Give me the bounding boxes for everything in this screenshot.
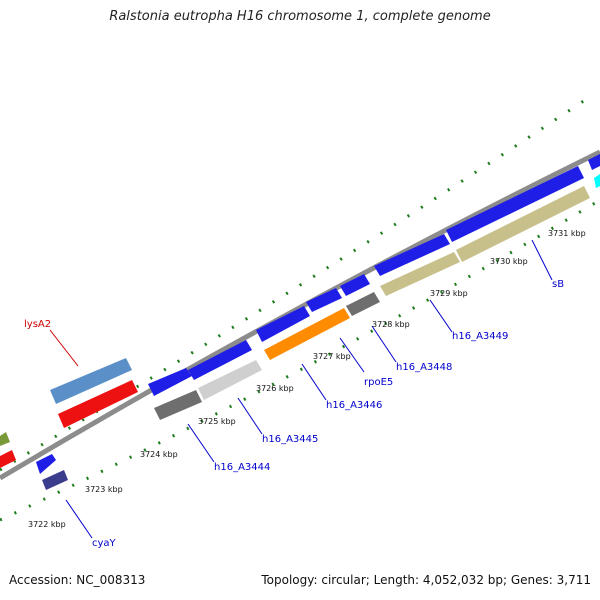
- genome-summary-text: Topology: circular; Length: 4,052,032 bp…: [261, 573, 591, 587]
- gene-block[interactable]: [380, 252, 460, 296]
- gene-label-h16-a3448[interactable]: h16_A3448: [396, 362, 452, 373]
- gene-arrow[interactable]: [306, 288, 342, 312]
- gene-block[interactable]: [50, 358, 132, 404]
- gene-block[interactable]: [456, 186, 590, 262]
- gene-label-h16-a3449[interactable]: h16_A3449: [452, 331, 508, 342]
- gene-block[interactable]: [346, 292, 380, 316]
- forward-strand-genes: [36, 154, 600, 474]
- gene-label-rpoE5[interactable]: rpoE5: [364, 377, 393, 388]
- gene-label-sB[interactable]: sB: [552, 279, 564, 290]
- gene-block[interactable]: [264, 308, 350, 360]
- scale-label: 3728 kbp: [372, 320, 410, 329]
- gene-block[interactable]: [594, 174, 600, 188]
- gene-arrow[interactable]: [256, 306, 310, 342]
- gene-label-cyaY[interactable]: cyaY: [92, 538, 117, 549]
- gene-block[interactable]: [0, 450, 16, 468]
- reverse-strand-genes: [0, 174, 600, 490]
- map-title: Ralstonia eutropha H16 chromosome 1, com…: [109, 9, 491, 24]
- gene-label-h16-a3444[interactable]: h16_A3444: [214, 462, 270, 473]
- gene-block[interactable]: [42, 470, 68, 490]
- gene-arrow[interactable]: [188, 340, 252, 380]
- genome-backbone: [0, 149, 600, 481]
- gene-arrow[interactable]: [148, 368, 192, 396]
- gene-block[interactable]: [0, 432, 10, 446]
- leader-line: [371, 325, 397, 363]
- leader-line: [65, 499, 93, 539]
- scale-label: 3726 kbp: [256, 384, 294, 393]
- leader-line: [339, 337, 365, 373]
- accession-text: Accession: NC_008313: [9, 573, 146, 587]
- leader-line-highlight: [49, 329, 79, 367]
- gene-block[interactable]: [154, 390, 202, 420]
- gene-block[interactable]: [58, 380, 138, 428]
- scale-label: 3722 kbp: [28, 520, 66, 529]
- gene-arrow[interactable]: [36, 454, 56, 474]
- leader-line: [429, 299, 453, 333]
- leader-line: [301, 363, 327, 401]
- gene-label-h16-a3446[interactable]: h16_A3446: [326, 400, 382, 411]
- gene-label-h16-a3445[interactable]: h16_A3445: [262, 434, 318, 445]
- gene-arrow[interactable]: [374, 234, 450, 276]
- gene-label-lysA2[interactable]: lysA2: [24, 319, 51, 330]
- scale-label: 3729 kbp: [430, 289, 468, 298]
- gene-labels: cyaY h16_A3444 h16_A3445 h16_A3446 rpoE5…: [24, 279, 564, 549]
- scale-label: 3725 kbp: [198, 417, 236, 426]
- gene-block[interactable]: [198, 360, 262, 400]
- scale-label: 3723 kbp: [85, 485, 123, 494]
- scale-label: 3727 kbp: [313, 352, 351, 361]
- scale-labels: 3722 kbp 3723 kbp 3724 kbp 3725 kbp 3726…: [28, 229, 586, 529]
- leader-line: [531, 239, 553, 281]
- scale-label: 3724 kbp: [140, 450, 178, 459]
- scale-label: 3731 kbp: [548, 229, 586, 238]
- gene-arrow[interactable]: [340, 274, 370, 296]
- leader-line: [237, 397, 263, 435]
- gene-arrow[interactable]: [588, 154, 600, 170]
- leader-line: [187, 423, 215, 463]
- gene-arrow[interactable]: [446, 166, 584, 242]
- scale-label: 3730 kbp: [490, 257, 528, 266]
- inner-tick-ring: [0, 198, 600, 522]
- label-leaders: [49, 239, 553, 539]
